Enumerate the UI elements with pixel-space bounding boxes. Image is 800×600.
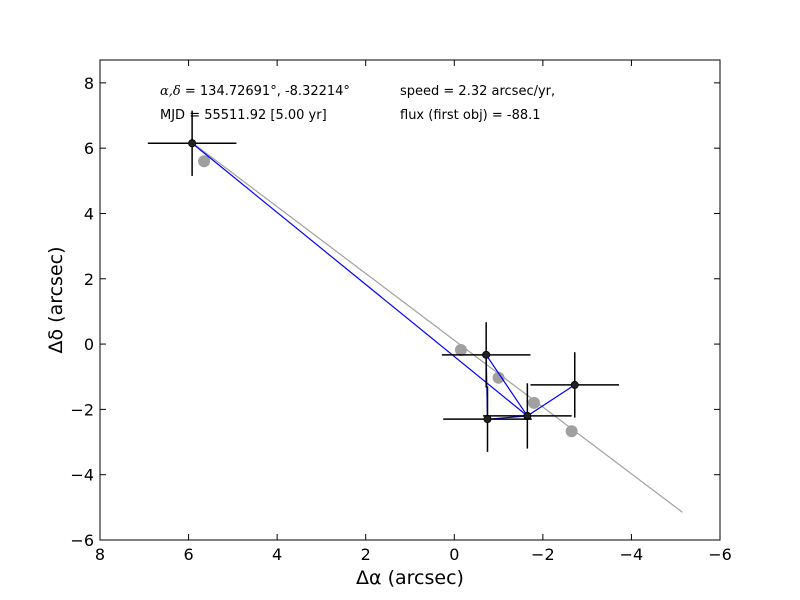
- y-tick-label: −6: [70, 531, 94, 550]
- y-tick-label: 2: [84, 270, 94, 289]
- x-tick-label: −4: [620, 545, 644, 564]
- y-tick-label: −2: [70, 400, 94, 419]
- x-tick-label: 8: [95, 545, 105, 564]
- x-tick-label: −6: [708, 545, 732, 564]
- x-tick-label: −2: [531, 545, 555, 564]
- observation-point: [482, 350, 491, 359]
- model-point: [454, 343, 467, 356]
- y-axis-label: Δδ (arcsec): [45, 246, 67, 353]
- observation-point: [188, 139, 197, 148]
- model-point: [565, 425, 578, 438]
- y-tick-label: 4: [84, 204, 94, 223]
- annotation-speed: speed = 2.32 arcsec/yr,: [400, 84, 555, 99]
- observation-point: [483, 415, 492, 424]
- x-tick-label: 6: [183, 545, 193, 564]
- x-tick-label: 4: [272, 545, 282, 564]
- annotation-mjd: MJD = 55511.92 [5.00 yr]: [160, 108, 327, 123]
- x-tick-label: 0: [449, 545, 459, 564]
- y-tick-label: 8: [84, 74, 94, 93]
- model-point: [528, 396, 540, 409]
- y-tick-label: 0: [84, 335, 94, 354]
- observation-point: [570, 380, 579, 389]
- fit-line: [192, 142, 683, 513]
- x-axis-label: Δα (arcsec): [356, 567, 464, 589]
- plot-frame: [99, 59, 721, 541]
- model-point: [492, 371, 505, 384]
- y-tick-label: 6: [84, 139, 94, 158]
- annotation-coord-symbols: α,δ: [160, 84, 181, 99]
- annotation-flux: flux (first obj) = -88.1: [400, 108, 541, 123]
- data-layer: [147, 110, 683, 513]
- y-tick-label: −4: [70, 466, 94, 485]
- annotation-coordinates: α,δ = 134.72691°, -8.32214°: [160, 84, 350, 99]
- model-point: [198, 155, 211, 168]
- annotation-coord-values: = 134.72691°, -8.32214°: [181, 84, 350, 99]
- x-tick-label: 2: [361, 545, 371, 564]
